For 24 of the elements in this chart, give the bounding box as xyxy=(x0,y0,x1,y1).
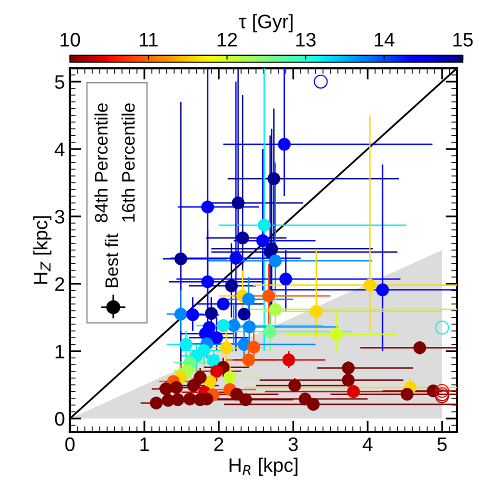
x-tick-label: 1 xyxy=(140,438,149,451)
color-bar-title: τ [Gyr] xyxy=(238,14,293,32)
y-axis-title: H$_{Z}$ [kpc] xyxy=(33,216,52,284)
annotation: 84th Percentile xyxy=(94,103,108,222)
annotation: 16th Percentile xyxy=(122,103,135,222)
color-bar-label: 12 xyxy=(218,32,237,46)
x-tick-label: 5 xyxy=(437,438,447,452)
color-bar-label: 14 xyxy=(374,33,394,46)
y-tick-label: 2 xyxy=(55,277,64,291)
annotation: Best fit xyxy=(104,234,118,288)
x-axis-title: H$_{R}$ [kpc] xyxy=(230,458,298,476)
y-tick-label: 4 xyxy=(54,142,65,156)
color-bar-label: 13 xyxy=(296,32,316,47)
color-bar-label: 15 xyxy=(453,33,473,47)
x-tick-label: 3 xyxy=(288,437,298,452)
y-tick-label: 1 xyxy=(56,344,64,358)
y-tick-label: 5 xyxy=(55,75,64,89)
y-tick-label: 3 xyxy=(55,210,64,224)
x-tick-label: 2 xyxy=(214,437,224,451)
x-tick-label: 0 xyxy=(65,437,75,452)
color-bar-label: 10 xyxy=(60,32,80,47)
x-tick-label: 4 xyxy=(362,438,372,451)
color-bar-label: 11 xyxy=(140,33,158,46)
y-tick-label: 0 xyxy=(55,412,64,426)
